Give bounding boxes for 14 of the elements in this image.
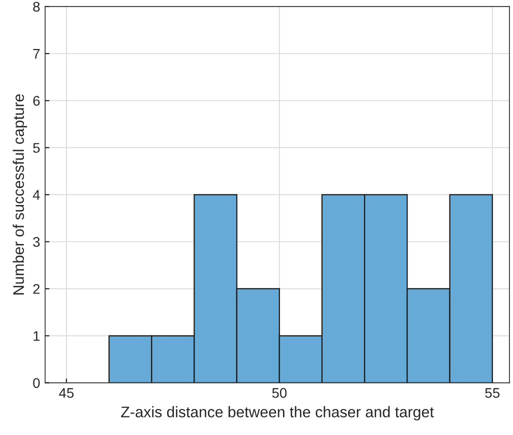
x-tick-label: 45 (59, 388, 74, 398)
y-tick-label: 4 (32, 190, 40, 200)
x-axis-title: Z-axis distance between the chaser and target (121, 406, 434, 420)
y-tick-label: 0 (33, 378, 40, 388)
y-tick-label: 6 (33, 96, 40, 106)
y-axis-title: Number of successful capture (12, 94, 28, 294)
y-tick-label: 7 (33, 49, 40, 59)
y-tick-label: 3 (33, 237, 40, 247)
x-tick-label: 55 (485, 388, 500, 398)
x-tick-label: 50 (272, 388, 287, 398)
y-tick-label: 5 (33, 143, 40, 153)
y-tick-label: 8 (33, 2, 40, 12)
y-tick-label: 1 (34, 331, 40, 341)
y-tick-label: 2 (33, 284, 40, 294)
